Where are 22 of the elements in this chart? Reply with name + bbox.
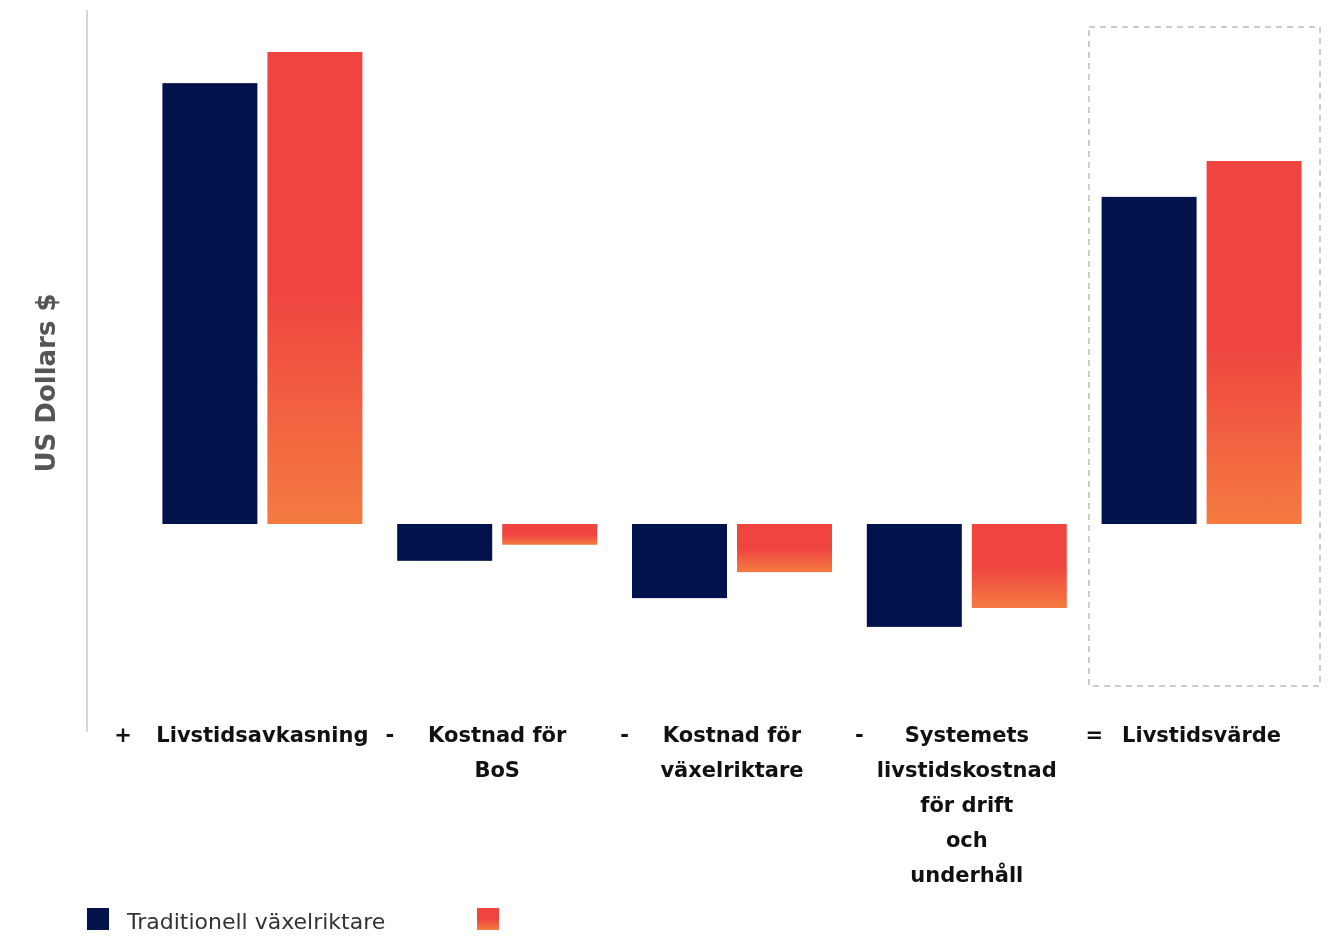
legend-label: Traditionell växelriktare (126, 909, 386, 934)
bar (632, 524, 727, 599)
text: - (385, 723, 395, 747)
text: + (114, 723, 132, 747)
text: = (1085, 723, 1103, 747)
bar (971, 524, 1067, 609)
text: - (855, 723, 864, 747)
bar (267, 52, 363, 524)
bar (866, 524, 962, 627)
x-tick-label: Livstidsavkasning (156, 723, 369, 747)
bar (1101, 196, 1197, 524)
x-tick-label: Systemets livstidskostnad för drift och underhåll (876, 723, 1057, 887)
bar (502, 524, 598, 545)
bar (397, 524, 493, 561)
bar (1206, 161, 1302, 524)
bar (162, 83, 258, 524)
y-axis-title: US Dollars $ (31, 293, 61, 473)
x-tick-label: Kostnad för växelriktare (660, 723, 804, 782)
bar (737, 524, 832, 573)
x-tick-label: Livstidsvärde (1122, 723, 1282, 747)
x-tick-label: Kostnad för BoS (428, 723, 567, 782)
text: - (620, 723, 629, 747)
